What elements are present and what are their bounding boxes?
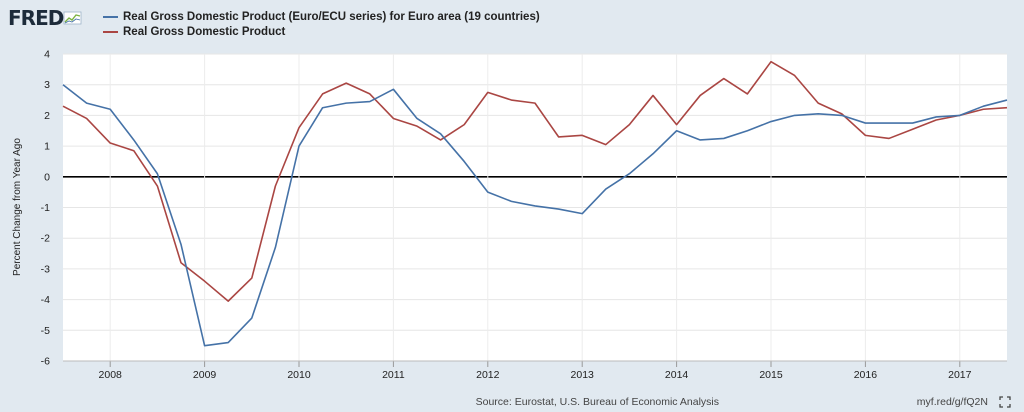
x-tick-label: 2016 [854, 369, 878, 381]
legend-swatch [103, 15, 118, 18]
x-tick-label: 2012 [476, 369, 500, 381]
chart-header: FRED Real Gross Domestic Product (Euro/E… [0, 0, 1024, 50]
short-link[interactable]: myf.red/g/fQ2N [916, 396, 988, 408]
x-tick-label: 2008 [99, 369, 123, 381]
fullscreen-icon[interactable] [999, 396, 1011, 408]
x-tick-label: 2014 [665, 369, 689, 381]
y-axis-label: Percent Change from Year Ago [12, 138, 23, 276]
legend-label: Real Gross Domestic Product (Euro/ECU se… [123, 10, 540, 23]
chart-legend: Real Gross Domestic Product (Euro/ECU se… [103, 9, 540, 39]
chart-area: 4 3 2 1 0 -1 -2 -3 -4 -5 -6 2008 2009 2010 2011 2012 20… [0, 0, 1024, 395]
x-tick-label: 2017 [948, 369, 972, 381]
x-tick-label: 2009 [193, 369, 217, 381]
y-tick-label: -1 [41, 202, 50, 214]
sparkline-logo-icon [63, 11, 82, 25]
y-tick-label: 4 [44, 49, 50, 61]
y-tick-label: -2 [41, 233, 50, 245]
fred-logo-text: FRED [8, 6, 64, 30]
legend-swatch [103, 30, 118, 33]
y-tick-label: -5 [41, 325, 50, 337]
legend-item-us[interactable]: Real Gross Domestic Product [103, 24, 540, 39]
source-text: Source: Eurostat, U.S. Bureau of Economi… [475, 396, 719, 408]
x-tick-label: 2013 [571, 369, 595, 381]
x-tick-label: 2010 [287, 369, 311, 381]
y-tick-label: -6 [41, 356, 50, 368]
y-tick-label: 3 [44, 79, 50, 91]
fred-logo[interactable]: FRED [8, 6, 83, 30]
y-tick-label: -4 [41, 294, 50, 306]
x-tick-label: 2011 [382, 369, 405, 381]
legend-item-euro-area[interactable]: Real Gross Domestic Product (Euro/ECU se… [103, 9, 540, 24]
legend-label: Real Gross Domestic Product [123, 25, 286, 38]
y-tick-label: 2 [44, 110, 50, 122]
y-tick-label: -3 [41, 263, 50, 275]
line-chart[interactable]: 4 3 2 1 0 -1 -2 -3 -4 -5 -6 2008 2009 2010 2011 2012 20… [0, 0, 1024, 395]
y-tick-label: 0 [44, 171, 50, 183]
x-tick-label: 2015 [759, 369, 783, 381]
y-tick-label: 1 [44, 141, 50, 153]
